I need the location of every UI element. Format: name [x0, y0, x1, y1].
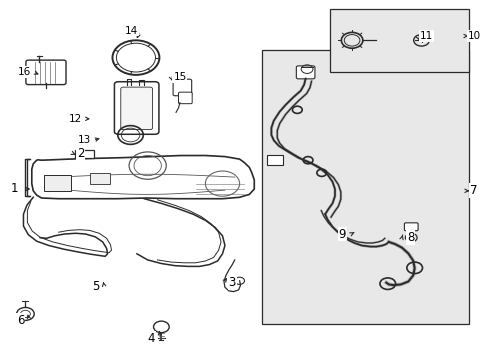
Bar [44, 175, 71, 191]
FancyBboxPatch shape [121, 87, 152, 130]
Bar [90, 173, 110, 184]
FancyBboxPatch shape [266, 155, 282, 165]
Text: 16: 16 [18, 67, 31, 77]
FancyBboxPatch shape [404, 223, 417, 231]
Text: 1: 1 [11, 183, 19, 195]
FancyBboxPatch shape [75, 150, 94, 158]
Text: 6: 6 [17, 314, 24, 327]
FancyBboxPatch shape [178, 92, 192, 104]
Text: 11: 11 [419, 31, 432, 41]
FancyBboxPatch shape [26, 60, 66, 85]
Bar [329, 9, 468, 72]
Bar [261, 50, 468, 324]
FancyBboxPatch shape [173, 79, 191, 96]
Text: 5: 5 [91, 280, 99, 293]
Text: 2: 2 [77, 147, 84, 159]
Text: 3: 3 [228, 276, 236, 289]
FancyBboxPatch shape [114, 82, 159, 134]
Text: 7: 7 [468, 184, 476, 197]
Text: 8: 8 [406, 231, 414, 244]
Text: 9: 9 [338, 228, 346, 240]
Text: 14: 14 [124, 26, 138, 36]
Text: 12: 12 [69, 114, 82, 124]
Text: 13: 13 [77, 135, 91, 145]
Polygon shape [32, 156, 254, 199]
FancyBboxPatch shape [296, 66, 314, 79]
Text: 4: 4 [147, 332, 155, 345]
Text: 10: 10 [467, 31, 480, 41]
Text: 15: 15 [173, 72, 186, 82]
